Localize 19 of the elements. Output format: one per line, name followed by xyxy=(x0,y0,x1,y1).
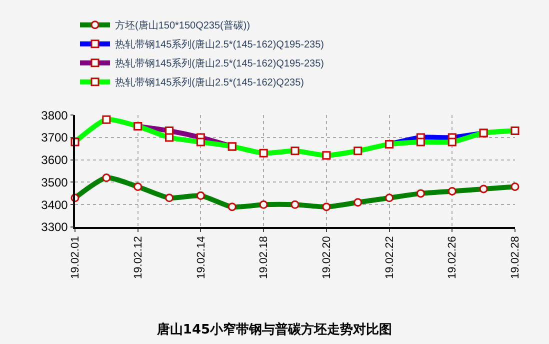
y-tick-label: 3500 xyxy=(41,175,68,190)
y-tick-label: 3600 xyxy=(41,153,68,168)
legend-label: 热轧带钢145系列(唐山2.5*(145-162)Q195-235) xyxy=(115,38,324,51)
legend-label: 方坯(唐山150*150Q235(普碳)) xyxy=(115,20,250,32)
y-tick-label: 3800 xyxy=(41,108,68,122)
x-tick-label: 19.02.14 xyxy=(195,236,208,279)
y-tick-label: 3300 xyxy=(41,220,68,234)
text: 唐山145小窄带钢与普碳方坯走势对比图 xyxy=(156,322,392,338)
x-tick-label: 19.02.01 xyxy=(70,236,82,279)
y-tick-label: 3700 xyxy=(41,130,68,145)
x-tick-label: 19.02.20 xyxy=(321,236,334,279)
legend-label: 热轧带钢145系列(唐山2.5*(145-162)Q235) xyxy=(115,76,304,89)
x-tick-label: 19.02.12 xyxy=(132,236,144,279)
x-tick-label: 19.02.28 xyxy=(510,236,522,279)
x-tick-label: 19.02.22 xyxy=(384,236,396,279)
x-tick-label: 19.02.18 xyxy=(258,236,270,279)
y-tick-label: 3400 xyxy=(41,198,68,212)
legend-label: 热轧带钢145系列(唐山2.5*(145-162)Q195-235) xyxy=(115,58,324,70)
x-tick-label: 19.02.26 xyxy=(446,236,459,279)
